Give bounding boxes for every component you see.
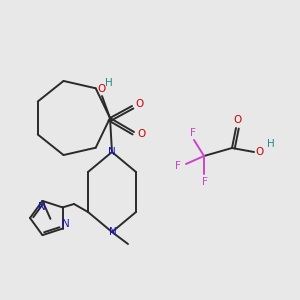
Text: F: F bbox=[190, 128, 196, 138]
Text: O: O bbox=[234, 115, 242, 125]
Text: N: N bbox=[109, 227, 117, 237]
Text: F: F bbox=[202, 177, 208, 187]
Text: O: O bbox=[255, 147, 263, 157]
Text: O: O bbox=[135, 99, 143, 109]
Text: F: F bbox=[175, 161, 181, 171]
Text: N: N bbox=[38, 202, 45, 212]
Text: O: O bbox=[137, 129, 145, 139]
Text: N: N bbox=[108, 147, 116, 157]
Text: H: H bbox=[267, 139, 275, 149]
Text: N: N bbox=[62, 219, 69, 229]
Text: O: O bbox=[97, 84, 105, 94]
Text: H: H bbox=[105, 78, 113, 88]
